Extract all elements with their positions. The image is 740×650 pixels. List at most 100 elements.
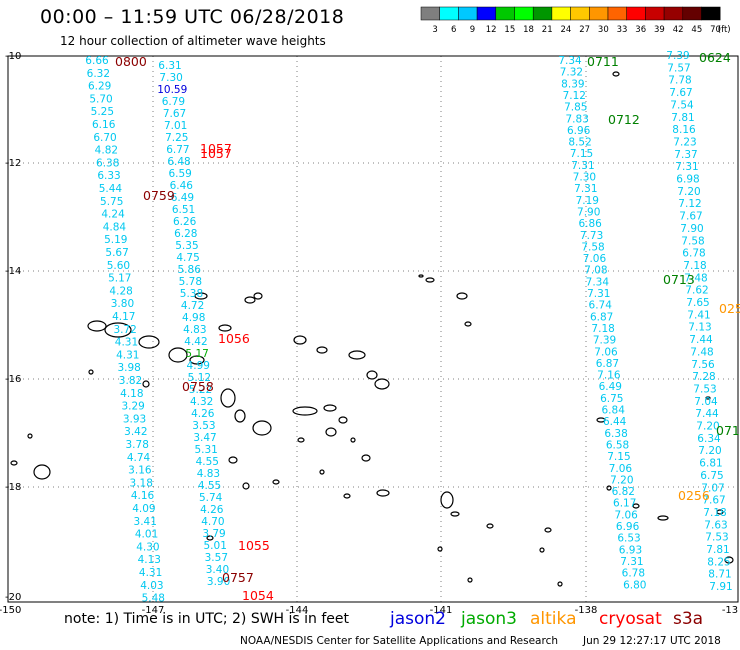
island: [716, 509, 724, 515]
island: [425, 277, 435, 283]
track-value: 8.39: [561, 78, 584, 90]
track-value: 6.46: [170, 180, 194, 192]
track-value: 4.18: [120, 388, 143, 400]
track-value: 3.53: [192, 420, 215, 432]
island: [87, 320, 107, 332]
island: [606, 485, 612, 491]
track-value: 7.13: [688, 322, 711, 334]
track-value: 7.31: [571, 160, 594, 172]
track-value: 6.70: [93, 132, 116, 144]
track-value: 7.30: [573, 172, 596, 184]
track-value: 5.22: [189, 384, 212, 396]
track-value: 7.83: [566, 113, 589, 125]
track-value: 7.08: [584, 265, 607, 277]
island: [220, 388, 236, 408]
island: [10, 460, 18, 466]
track-value: 4.17: [112, 311, 135, 323]
colorbar-label: 9: [470, 25, 475, 35]
island: [228, 456, 238, 464]
axis-labels: -10 -12 -14 -16 -18 -20 -150 -147 -144 -141 -138 -1…: [0, 51, 738, 616]
island: [657, 515, 669, 521]
track-value: 6.49: [599, 381, 622, 393]
track-value: 4.24: [101, 209, 125, 221]
track-value: 5.78: [179, 276, 202, 288]
track-value: 3.82: [119, 375, 142, 387]
track-value: 5.86: [178, 264, 202, 276]
track-value: 4.83: [183, 324, 206, 336]
colorbar-label: 36: [635, 25, 646, 35]
track-value: 6.31: [158, 60, 181, 72]
track-value: 5.44: [99, 183, 123, 195]
island: [440, 491, 454, 509]
track-value: 4.03: [140, 580, 163, 592]
lat-label: -14: [5, 266, 21, 277]
track-value: 6.38: [96, 157, 119, 169]
track-value: 4.30: [136, 541, 159, 553]
island: [142, 380, 150, 388]
track-value: 7.12: [678, 198, 701, 210]
island: [374, 378, 390, 390]
track-value: 7.16: [597, 370, 621, 382]
island: [27, 433, 33, 439]
track-value: 4.74: [127, 452, 151, 464]
track-value: 7.31: [675, 161, 698, 173]
island: [252, 420, 272, 436]
island: [612, 71, 620, 77]
track-value: 6.96: [567, 125, 591, 137]
track-value: 6.59: [168, 168, 191, 180]
colorbar-label: 42: [673, 25, 684, 35]
island: [168, 347, 188, 363]
colorbar-swatch: [420, 6, 440, 21]
colorbar-swatch: [570, 6, 590, 21]
track-value: 7.90: [577, 206, 600, 218]
track-value: 7.31: [574, 183, 597, 195]
track-value: 7.48: [684, 272, 707, 284]
track-value: 7.34: [586, 276, 610, 288]
track-value: 5.19: [104, 234, 127, 246]
colorbar-swatch: [439, 6, 459, 21]
island: [539, 547, 545, 553]
track-value: 6.48: [167, 156, 190, 168]
map-frame: [7, 55, 739, 603]
track-value: 7.30: [159, 72, 182, 84]
island: [189, 355, 205, 365]
track-value: 4.55: [198, 480, 221, 492]
track-value: 5.60: [107, 260, 130, 272]
colorbar-swatch: [663, 6, 684, 21]
island: [437, 546, 443, 552]
track-value: 5.48: [142, 593, 165, 605]
pass-time-label: 0711: [587, 54, 619, 69]
pass-time-label: 0713: [663, 272, 695, 287]
footer-timestamp: Jun 29 12:27:17 UTC 2018: [583, 635, 721, 647]
track-value: 8.71: [708, 569, 731, 581]
track-value: 7.41: [687, 309, 710, 321]
island: [350, 437, 356, 443]
track-value: 4.31: [115, 337, 138, 349]
pass-time-label: 0757: [222, 570, 254, 585]
track-value: 6.78: [682, 248, 705, 260]
track-value: 10.59: [157, 84, 187, 96]
track-value: 6.75: [700, 470, 723, 482]
track-value: 6.44: [603, 416, 627, 428]
colorbar-swatch: [589, 6, 609, 21]
track-value: 7.57: [667, 62, 690, 74]
island: [376, 489, 390, 497]
track-value: 7.31: [620, 556, 643, 568]
track-value: 7.18: [683, 260, 706, 272]
island: [234, 409, 246, 423]
track-value: 5.74: [199, 492, 223, 504]
island: [272, 479, 280, 485]
track-value: 3.47: [193, 432, 216, 444]
track-value: 6.87: [590, 311, 613, 323]
track-value: 7.23: [673, 136, 696, 148]
track-value: 7.15: [570, 148, 593, 160]
island: [464, 321, 472, 327]
track-value: 7.06: [614, 509, 638, 521]
track-value: 6.51: [172, 204, 195, 216]
track-value: 3.80: [111, 298, 134, 310]
lon-label: -141: [430, 605, 453, 616]
track-value: 7.18: [703, 507, 726, 519]
track-value: 7.39: [593, 335, 616, 347]
colorbar-label: 3: [432, 25, 437, 35]
track-value: 4.31: [139, 567, 162, 579]
